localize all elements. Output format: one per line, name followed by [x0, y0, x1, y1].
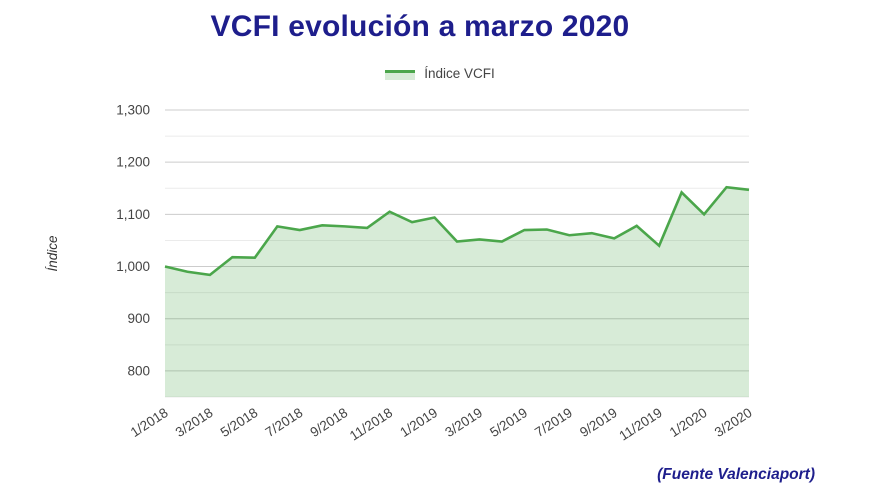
x-tick-label: 11/2019	[617, 405, 665, 444]
x-tick-label: 9/2019	[577, 405, 620, 440]
legend-series-label: Índice VCFI	[424, 66, 495, 81]
x-tick-label: 3/2018	[173, 405, 216, 440]
y-tick-label: 900	[127, 311, 150, 326]
series-area-fill	[165, 187, 749, 397]
y-tick-label: 1,100	[116, 207, 150, 222]
legend-swatch-fill	[385, 71, 416, 80]
legend-swatch-line	[385, 70, 416, 73]
x-tick-label: 11/2018	[347, 405, 395, 444]
y-axis-title: Índice	[45, 235, 60, 271]
x-tick-label: 9/2018	[308, 405, 351, 440]
x-tick-label: 3/2019	[442, 405, 485, 440]
x-tick-label: 7/2019	[532, 405, 575, 440]
x-tick-label: 1/2020	[667, 405, 710, 440]
x-tick-label: 3/2020	[712, 405, 755, 440]
legend-area-swatch-icon	[385, 67, 416, 80]
x-tick-label: 7/2018	[263, 405, 306, 440]
y-tick-label: 1,000	[116, 259, 150, 274]
x-tick-label: 1/2018	[128, 405, 171, 440]
source-note: (Fuente Valenciaport)	[657, 466, 815, 483]
x-tick-label: 5/2018	[218, 405, 261, 440]
y-tick-label: 1,200	[116, 155, 150, 170]
x-tick-label: 1/2019	[397, 405, 440, 440]
page-title: VCFI evolución a marzo 2020	[210, 10, 630, 43]
y-tick-label: 800	[127, 363, 150, 378]
x-tick-label: 5/2019	[487, 405, 530, 440]
y-tick-label: 1,300	[116, 103, 150, 118]
series-line	[164, 185, 750, 277]
chart-legend: Índice VCFI	[0, 66, 869, 81]
